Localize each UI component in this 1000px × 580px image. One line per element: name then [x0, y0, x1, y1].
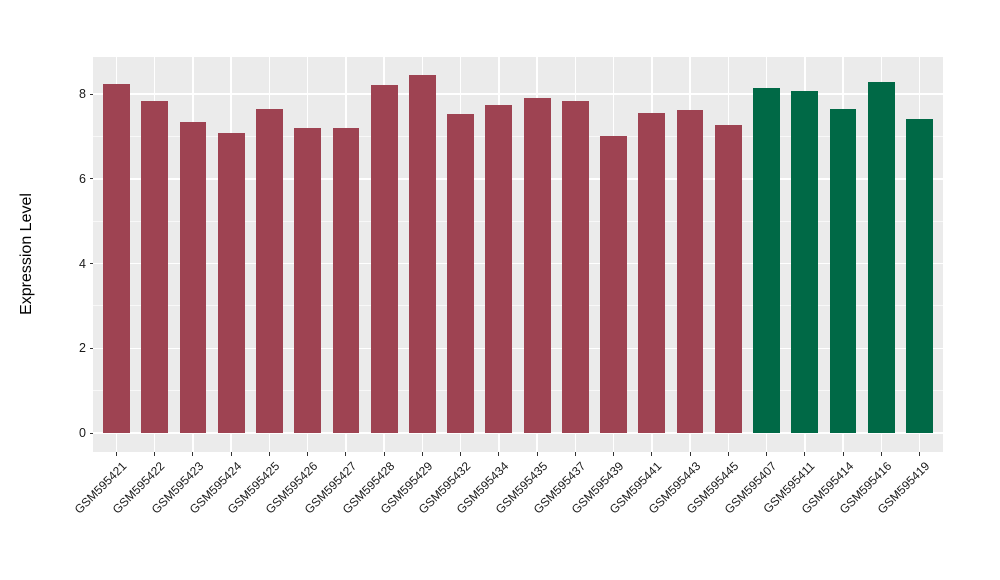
y-axis-tick: [89, 263, 93, 264]
x-axis-tick: [536, 452, 538, 456]
bar-GSM595434: [485, 105, 513, 433]
bar-GSM595425: [256, 108, 283, 433]
x-axis-tick: [842, 452, 844, 456]
bar-GSM595407: [753, 88, 780, 433]
bar-GSM595414: [829, 108, 857, 433]
y-axis-tick: [89, 178, 93, 180]
bar-GSM595421: [103, 83, 130, 433]
x-axis-tick: [345, 452, 347, 456]
bar-GSM595416: [867, 82, 895, 433]
bar-GSM595439: [600, 135, 627, 433]
gridline-minor: [93, 135, 943, 137]
bar-GSM595429: [409, 75, 436, 433]
y-tick-label: 8: [79, 87, 86, 101]
bar-GSM595443: [676, 110, 704, 433]
x-axis-tick: [230, 452, 232, 456]
gridline-minor: [93, 220, 943, 222]
x-axis-tick: [651, 452, 653, 456]
gridline-major: [93, 432, 943, 434]
x-axis-tick: [766, 452, 768, 456]
gridline-major: [93, 93, 943, 95]
y-axis-tick: [89, 347, 93, 349]
bar-GSM595422: [141, 100, 169, 433]
bar-GSM595441: [638, 113, 666, 433]
x-axis-tick: [307, 452, 309, 456]
bar-GSM595437: [561, 101, 589, 433]
y-tick-label: 0: [79, 426, 86, 440]
x-axis-tick: [154, 452, 156, 456]
y-tick-label: 4: [79, 256, 86, 271]
bar-GSM595424: [217, 132, 245, 433]
bar-GSM595423: [179, 122, 207, 433]
y-axis-tick: [89, 432, 93, 434]
x-axis-tick: [919, 452, 920, 456]
x-axis-tick: [613, 452, 615, 456]
x-axis-tick: [880, 452, 882, 456]
bar-GSM595435: [523, 97, 551, 433]
y-axis-tick: [89, 93, 93, 95]
x-axis-tick: [268, 452, 270, 456]
y-tick-label: 6: [79, 171, 86, 186]
gridline-minor: [93, 390, 943, 392]
plot-panel: [93, 57, 943, 452]
x-axis-tick: [689, 452, 691, 456]
x-axis-tick: [498, 452, 500, 456]
x-axis-tick: [460, 452, 462, 456]
x-axis-tick: [727, 452, 729, 456]
x-axis-tick: [116, 452, 117, 456]
x-axis-tick: [574, 452, 576, 456]
gridline-minor: [93, 305, 943, 307]
bar-GSM595427: [332, 128, 360, 433]
x-axis-tick: [192, 452, 194, 456]
gridline-major: [93, 347, 943, 349]
bar-GSM595445: [714, 125, 742, 433]
x-axis-tick: [804, 452, 806, 456]
gridline-major: [93, 178, 943, 180]
y-axis-title: Expression Level: [18, 193, 35, 315]
bar-GSM595432: [447, 113, 475, 433]
bar-GSM595426: [294, 128, 322, 433]
gridline-major: [93, 262, 943, 265]
bar-GSM595419: [906, 118, 933, 433]
y-tick-label: 2: [79, 341, 86, 356]
bar-GSM595428: [370, 85, 398, 433]
bar-GSM595411: [791, 91, 819, 433]
x-axis-tick: [421, 452, 423, 456]
x-axis-tick: [383, 452, 385, 456]
